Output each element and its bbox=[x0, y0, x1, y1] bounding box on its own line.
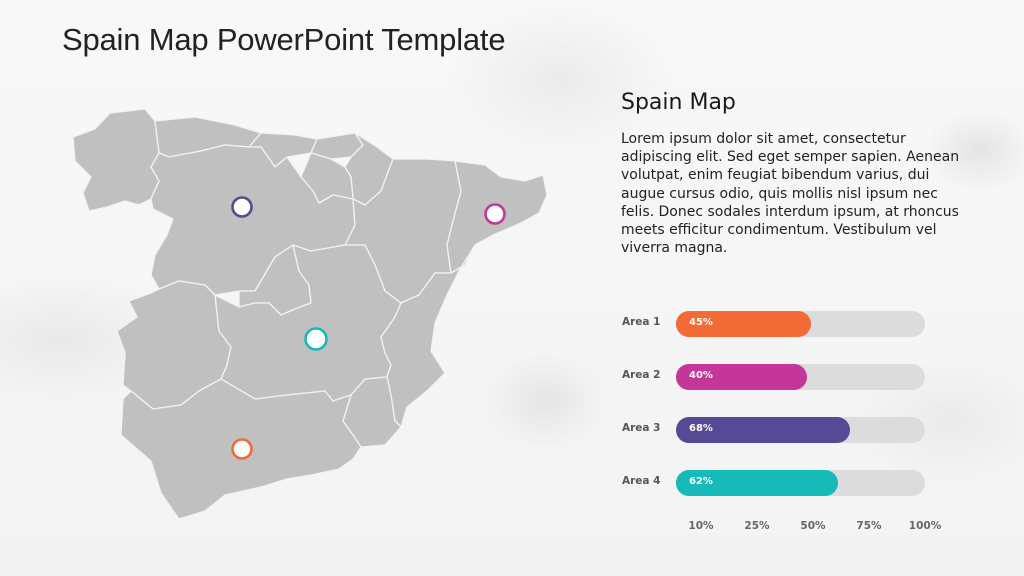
bar-value: 45% bbox=[689, 317, 713, 328]
x-tick: 75% bbox=[856, 520, 882, 532]
x-tick: 25% bbox=[744, 520, 770, 532]
bar-track: 62% bbox=[676, 470, 925, 496]
bar-row-area-4: Area 4 62% bbox=[600, 470, 960, 496]
bar-label: Area 3 bbox=[622, 422, 661, 434]
region-galicia bbox=[72, 108, 160, 212]
x-tick: 10% bbox=[688, 520, 714, 532]
slide-title: Spain Map PowerPoint Template bbox=[62, 22, 506, 57]
bar-row-area-1: Area 1 45% bbox=[600, 311, 960, 337]
bar-fill-area-3: 68% bbox=[676, 417, 850, 443]
map-markers bbox=[231, 196, 506, 460]
description-paragraph: Lorem ipsum dolor sit amet, consectetur … bbox=[621, 131, 960, 257]
bar-value: 62% bbox=[689, 476, 713, 487]
bar-track: 68% bbox=[676, 417, 925, 443]
x-axis: 10% 25% 50% 75% 100% bbox=[600, 520, 960, 534]
bar-value: 68% bbox=[689, 423, 713, 434]
bar-fill-area-2: 40% bbox=[676, 364, 807, 390]
bar-track: 45% bbox=[676, 311, 925, 337]
bar-fill-area-1: 45% bbox=[676, 311, 811, 337]
bar-value: 40% bbox=[689, 370, 713, 381]
bar-track: 40% bbox=[676, 364, 925, 390]
marker-north-east bbox=[484, 203, 506, 225]
section-heading: Spain Map bbox=[621, 90, 736, 115]
x-tick: 100% bbox=[908, 520, 942, 532]
bar-label: Area 4 bbox=[622, 475, 661, 487]
bar-fill-area-4: 62% bbox=[676, 470, 838, 496]
x-tick: 50% bbox=[800, 520, 826, 532]
progress-bar-chart: Area 1 45% Area 2 40% Area 3 68% Area 4 … bbox=[600, 300, 960, 540]
spain-map bbox=[72, 108, 548, 520]
bar-row-area-2: Area 2 40% bbox=[600, 364, 960, 390]
bar-label: Area 2 bbox=[622, 369, 661, 381]
marker-south bbox=[231, 438, 253, 460]
bar-row-area-3: Area 3 68% bbox=[600, 417, 960, 443]
bar-label: Area 1 bbox=[622, 316, 661, 328]
marker-center bbox=[304, 327, 328, 351]
marker-north-west bbox=[231, 196, 253, 218]
